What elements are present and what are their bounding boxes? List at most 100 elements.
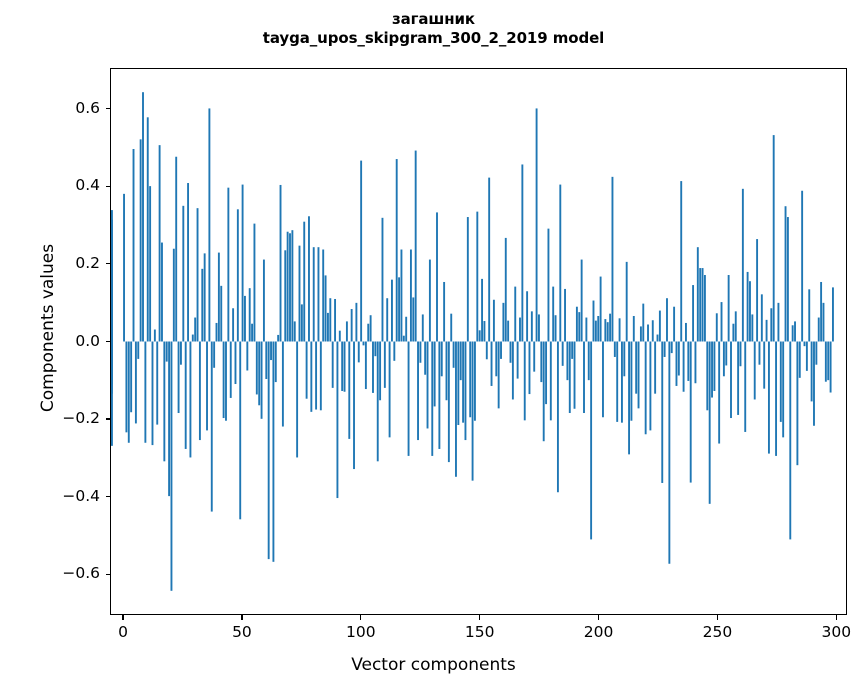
- bar: [538, 314, 540, 342]
- bar: [350, 309, 353, 342]
- chart-title-line-1: загашник: [392, 10, 475, 28]
- bar: [386, 298, 389, 342]
- bar: [763, 341, 766, 389]
- x-tick-label: 0: [118, 623, 128, 641]
- bar: [616, 341, 619, 422]
- bar: [381, 217, 384, 342]
- bar: [682, 341, 685, 392]
- bar: [407, 341, 410, 456]
- bar: [658, 310, 661, 342]
- bar: [376, 341, 379, 462]
- bar: [303, 221, 306, 342]
- bar: [824, 341, 827, 382]
- bar: [232, 308, 235, 342]
- bar: [559, 184, 562, 342]
- bar: [220, 285, 223, 342]
- bar: [443, 281, 446, 342]
- bar: [310, 341, 313, 412]
- bar: [322, 249, 325, 342]
- bar: [476, 211, 479, 342]
- bar: [568, 341, 571, 414]
- bar: [142, 92, 144, 342]
- bar: [253, 223, 256, 342]
- bar: [770, 308, 773, 342]
- bar: [651, 320, 654, 342]
- bar: [635, 341, 638, 394]
- bar: [471, 341, 474, 481]
- bar: [578, 312, 581, 342]
- bar: [613, 341, 616, 357]
- bar: [369, 315, 372, 342]
- bar: [815, 341, 818, 365]
- x-tick-label: 150: [464, 623, 495, 641]
- bar: [184, 341, 187, 449]
- bar: [127, 341, 130, 443]
- bar: [575, 306, 578, 342]
- bar: [172, 248, 175, 342]
- bar: [677, 341, 680, 376]
- bar: [341, 341, 344, 391]
- bar: [549, 341, 552, 421]
- bar: [187, 183, 190, 342]
- bar: [132, 149, 135, 342]
- bar-series: [111, 92, 834, 591]
- bar: [222, 341, 225, 419]
- bar: [258, 341, 261, 406]
- bar: [251, 323, 254, 342]
- bar: [706, 341, 709, 411]
- bar: [400, 249, 403, 342]
- bar: [519, 317, 521, 342]
- bar: [452, 341, 455, 368]
- bar: [123, 193, 125, 342]
- bar: [179, 341, 182, 365]
- x-tick-label: 300: [821, 623, 852, 641]
- bar: [533, 341, 536, 372]
- bar: [395, 159, 398, 342]
- bar: [540, 341, 543, 383]
- bar: [436, 212, 438, 342]
- bar: [701, 268, 704, 342]
- bar: [725, 341, 728, 366]
- bar: [713, 341, 716, 391]
- bar: [217, 252, 220, 342]
- bar: [590, 341, 593, 540]
- bar: [191, 334, 194, 342]
- bar: [509, 341, 512, 363]
- bar: [516, 341, 519, 379]
- bar: [827, 341, 830, 381]
- bar: [730, 341, 732, 419]
- bar: [630, 341, 633, 421]
- bar: [722, 341, 725, 377]
- bar: [767, 341, 770, 454]
- bar: [708, 341, 711, 504]
- bar: [673, 306, 676, 342]
- bar: [459, 341, 462, 381]
- bar: [756, 239, 759, 342]
- x-tick-label: 200: [583, 623, 614, 641]
- bar: [810, 341, 813, 402]
- bar: [625, 261, 628, 342]
- bar: [326, 312, 329, 342]
- bar: [464, 341, 467, 441]
- bar: [291, 230, 294, 342]
- bar: [687, 341, 690, 381]
- bar: [813, 341, 815, 426]
- bar: [284, 250, 287, 342]
- bar: [689, 341, 692, 483]
- x-axis-label: Vector components: [351, 655, 516, 675]
- bar: [817, 317, 820, 342]
- bar: [647, 324, 649, 342]
- bar: [473, 341, 476, 421]
- bar: [343, 341, 346, 392]
- x-tick-mark: [479, 615, 481, 620]
- bar: [604, 319, 607, 342]
- bar: [620, 341, 623, 423]
- bar: [440, 341, 443, 377]
- bar: [556, 341, 559, 493]
- bar: [144, 341, 147, 443]
- bar: [300, 304, 303, 342]
- bar: [225, 341, 227, 421]
- bar: [281, 341, 284, 427]
- bar: [639, 326, 642, 342]
- bar: [592, 300, 595, 342]
